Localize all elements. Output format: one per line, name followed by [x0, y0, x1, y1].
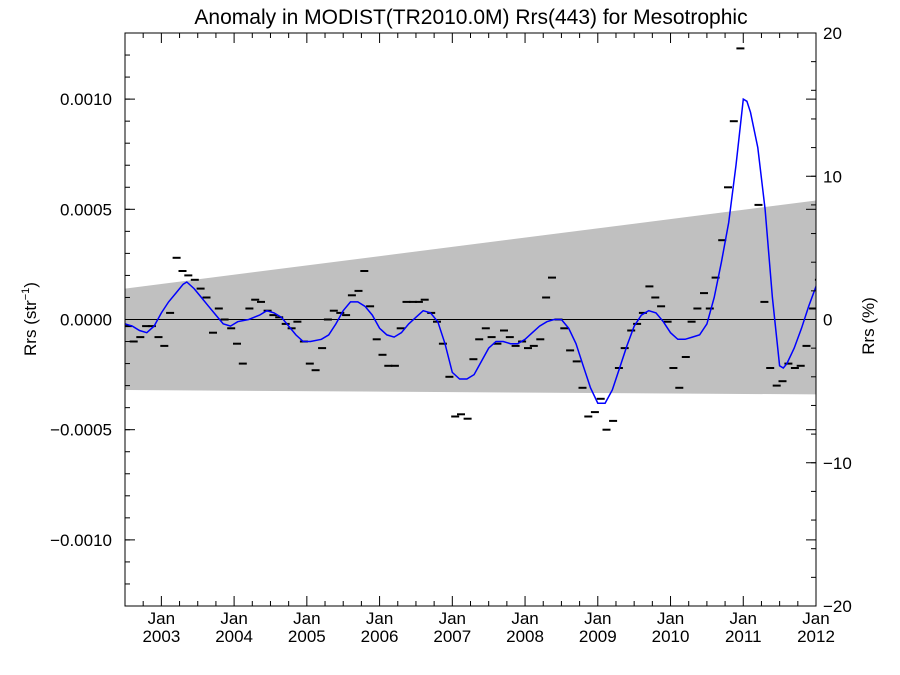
axes: 0.00100.00050.0000−0.0005−0.001020100−10… — [50, 24, 852, 646]
x-tick-month-label: Jan — [584, 609, 611, 628]
x-tick-year-label: 2003 — [142, 627, 180, 646]
chart-title: Anomaly in MODIST(TR2010.0M) Rrs(443) fo… — [194, 6, 747, 29]
anomaly-markers — [125, 47, 816, 431]
x-tick-month-label: Jan — [439, 609, 466, 628]
y2-tick-label: −10 — [823, 454, 852, 473]
x-tick-year-label: 2008 — [506, 627, 544, 646]
x-tick-month-label: Jan — [366, 609, 393, 628]
y2-tick-label: 20 — [823, 24, 842, 43]
smoothed-series-line — [125, 97, 816, 404]
y-tick-label: 0.0000 — [60, 311, 112, 330]
y2-tick-label: −20 — [823, 597, 852, 616]
y-tick-label: 0.0010 — [60, 90, 112, 109]
x-tick-month-label: Jan — [220, 609, 247, 628]
y-tick-label: 0.0005 — [60, 200, 112, 219]
y-tick-label: −0.0005 — [50, 421, 112, 440]
x-tick-month-label: Jan — [802, 609, 829, 628]
x-tick-year-label: 2012 — [797, 627, 835, 646]
y-axis-label-left-main: Rrs (str — [21, 300, 40, 356]
x-tick-year-label: 2009 — [579, 627, 617, 646]
y2-tick-label: 10 — [823, 167, 842, 186]
x-tick-year-label: 2006 — [361, 627, 399, 646]
x-tick-year-label: 2010 — [652, 627, 690, 646]
x-tick-year-label: 2005 — [288, 627, 326, 646]
x-tick-month-label: Jan — [511, 609, 538, 628]
x-tick-year-label: 2004 — [215, 627, 253, 646]
y-tick-label: −0.0010 — [50, 531, 112, 550]
x-tick-month-label: Jan — [293, 609, 320, 628]
y2-tick-label: 0 — [823, 311, 832, 330]
x-tick-year-label: 2007 — [433, 627, 471, 646]
y-axis-label-left-superscript: −1 — [20, 288, 32, 301]
x-tick-month-label: Jan — [657, 609, 684, 628]
y-axis-label-left: Rrs (str−1) — [20, 282, 40, 356]
x-tick-month-label: Jan — [148, 609, 175, 628]
y-axis-label-left-close: ) — [21, 282, 40, 288]
uncertainty-band — [125, 200, 816, 395]
y-axis-label-right: Rrs (%) — [859, 297, 878, 355]
x-tick-year-label: 2011 — [725, 627, 762, 646]
x-tick-month-label: Jan — [730, 609, 757, 628]
